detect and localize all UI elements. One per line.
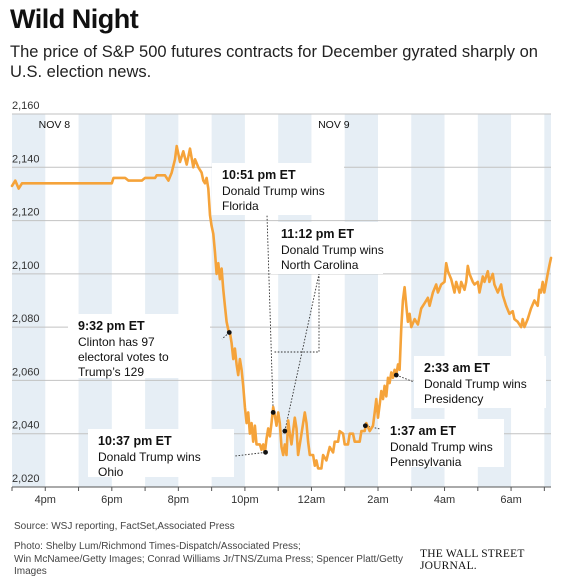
annotation-time: 10:51 pm ET [222,168,296,182]
annotation-time: 11:12 pm ET [281,227,354,241]
x-tick-label: 10pm [231,494,259,506]
annotation-text: Donald Trump wins [424,377,527,391]
annotation-box [414,356,546,408]
photo-credits-line-2: Win McNamee/Getty Images; Conrad William… [14,553,403,578]
x-tick-label: 4am [434,494,455,506]
annotation-text: Donald Trump wins [222,184,325,198]
annotation-dot [270,410,276,415]
x-tick-label: 6pm [101,494,122,506]
hour-band [12,114,46,487]
chart-subtitle: The price of S&P 500 futures contracts f… [10,43,538,81]
price-line [10,144,553,470]
annotation-text: Donald Trump wins [281,243,384,257]
day-label: NOV 9 [318,119,350,131]
annotation-leader [274,273,320,432]
photo-credits: Photo: Shelby Lum/Richmond Times-Dispatc… [14,541,414,579]
x-axis: 4pm 6pm 8pm 10pm 12am 2am 4am 6am [11,487,545,506]
hour-band [544,114,551,487]
annotation-box [88,429,234,477]
annotation-dot [282,428,288,434]
hour-band [78,114,112,487]
wsj-logo: THE WALL STREET JOURNAL. [420,548,525,572]
annotation-box [271,222,383,274]
annotation-time: 2:33 am ET [424,361,490,375]
annotation-box [212,163,344,215]
photo-credits-line-1: Photo: Shelby Lum/Richmond Times-Dispatc… [14,541,301,552]
day-label: NOV 8 [39,119,71,131]
y-tick-label: 2,120 [12,207,40,219]
sp500-futures-chart: 2,020 2,040 2,060 2,080 2,100 2,120 2,140 2,160… [10,100,553,506]
source-note: Source: WSJ reporting, FactSet,Associate… [14,521,235,532]
y-axis: 2,020 2,040 2,060 2,080 2,100 2,120 2,140 2,160 [12,100,40,485]
x-tick-label: 8pm [168,494,189,506]
annotation-dot [263,449,268,455]
annotation-text: Trump’s 129 [78,365,144,379]
annotation-dot [393,372,399,378]
y-tick-label: 2,140 [12,153,40,165]
day-labels: NOV 8 NOV 9 [39,119,350,131]
y-tick-label: 2,060 [12,366,40,378]
chart-title: Wild Night [10,4,139,34]
annotation-box [380,419,504,467]
annotation-text: Donald Trump wins [98,450,201,464]
annotation-text: Clinton has 97 [78,335,155,349]
annotation-box [68,314,210,378]
annotation-dot [362,423,368,429]
annotation-time: 9:32 pm ET [78,319,145,333]
annotation-leader [266,214,274,413]
annotation-time: 1:37 am ET [390,424,456,438]
annotation-text: Presidency [424,392,483,406]
y-tick-label: 2,040 [12,420,40,432]
annotation-time: 10:37 pm ET [98,434,172,448]
annotation-leader [234,451,266,457]
x-tick-label: 12am [298,494,326,506]
annotation-text: electoral votes to [78,350,169,364]
annotation-text: Florida [222,199,259,213]
annotation-dot [226,330,232,335]
x-tick-label: 2am [367,494,388,506]
annotation-text: Pennsylvania [390,455,462,469]
annotation-text: Donald Trump wins [390,440,493,454]
annotation-text: North Carolina [281,258,359,272]
y-tick-label: 2,080 [12,313,40,325]
y-tick-label: 2,020 [12,473,40,485]
y-tick-label: 2,100 [12,260,40,272]
x-tick-label: 4pm [35,494,56,506]
annotation-dots [226,330,399,455]
annotation-text: Ohio [98,465,124,479]
x-tick-label: 6am [500,494,521,506]
y-tick-label: 2,160 [12,100,40,112]
